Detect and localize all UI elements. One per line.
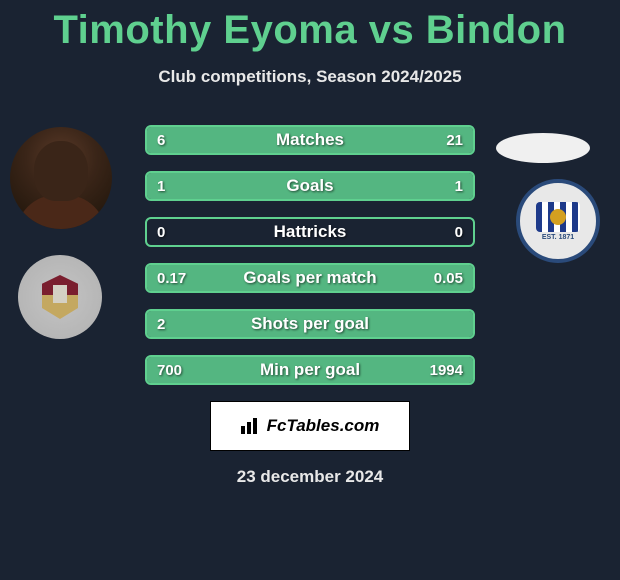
club-left-crest (18, 255, 102, 339)
stats-table: 6 Matches 21 1 Goals 1 0 Hattricks 0 0.17 Goals pe… (145, 125, 475, 385)
source-badge: FcTables.com (210, 401, 410, 451)
stat-fill-right (310, 173, 473, 199)
footer-date: 23 december 2024 (0, 467, 620, 487)
stat-value-left: 0.17 (157, 270, 186, 287)
stat-row: 2 Shots per goal (145, 309, 475, 339)
stat-label: Min per goal (260, 360, 360, 380)
stat-fill-right (219, 127, 473, 153)
club-right-crest: EST. 1871 (516, 179, 600, 263)
stat-row: 6 Matches 21 (145, 125, 475, 155)
stat-label: Goals (286, 176, 333, 196)
chart-icon (241, 418, 261, 434)
stat-label: Hattricks (274, 222, 347, 242)
stat-value-right: 0 (455, 224, 463, 241)
stat-value-left: 1 (157, 178, 165, 195)
stat-value-left: 0 (157, 224, 165, 241)
player-right-avatar (496, 133, 590, 163)
club-right-est: EST. 1871 (542, 234, 574, 241)
stat-row: 0 Hattricks 0 (145, 217, 475, 247)
player-left-avatar (10, 127, 112, 229)
stat-row: 1 Goals 1 (145, 171, 475, 201)
stat-row: 0.17 Goals per match 0.05 (145, 263, 475, 293)
source-site: FcTables.com (267, 416, 380, 436)
comparison-content: EST. 1871 6 Matches 21 1 Goals 1 0 Hattricks 0 0.… (0, 125, 620, 385)
stat-label: Shots per goal (251, 314, 369, 334)
stat-value-left: 6 (157, 132, 165, 149)
comparison-subtitle: Club competitions, Season 2024/2025 (0, 67, 620, 87)
stat-value-right: 21 (446, 132, 463, 149)
stat-value-left: 2 (157, 316, 165, 333)
stat-label: Matches (276, 130, 344, 150)
stat-row: 700 Min per goal 1994 (145, 355, 475, 385)
comparison-title: Timothy Eyoma vs Bindon (0, 0, 620, 53)
stat-value-right: 1 (455, 178, 463, 195)
avatar-bg (10, 127, 112, 229)
stat-value-right: 1994 (430, 362, 463, 379)
stat-value-left: 700 (157, 362, 182, 379)
stat-value-right: 0.05 (434, 270, 463, 287)
stat-label: Goals per match (243, 268, 376, 288)
